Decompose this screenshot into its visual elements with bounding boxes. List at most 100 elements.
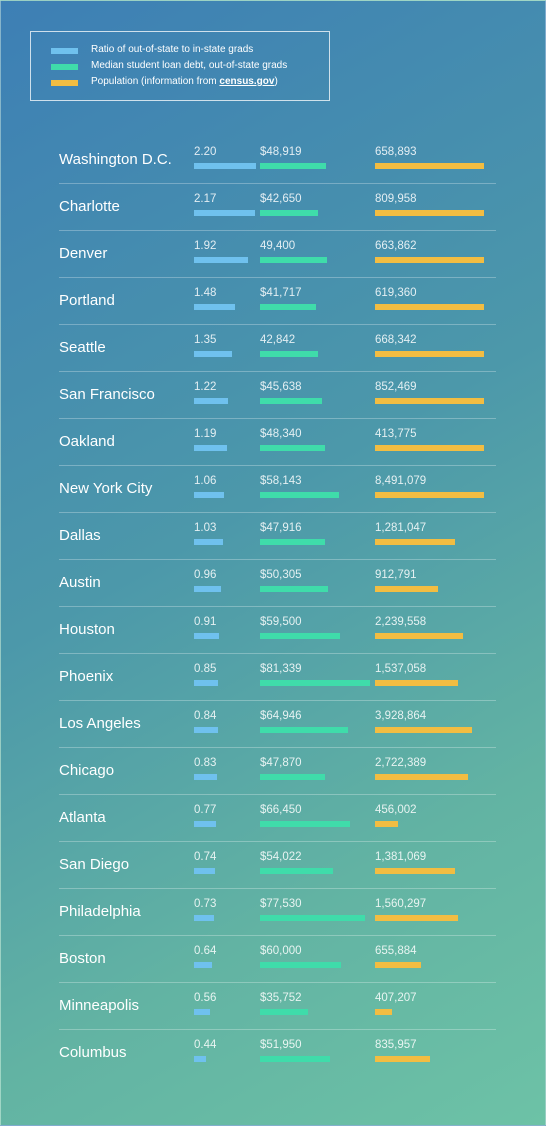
legend-label-debt: Median student loan debt, out-of-state g… xyxy=(91,60,288,71)
population-value-label: 8,491,079 xyxy=(375,475,427,487)
debt-value-label: $59,500 xyxy=(260,616,302,628)
debt-bar xyxy=(260,1056,330,1062)
ratio-bar xyxy=(194,351,232,357)
debt-value-label: $48,340 xyxy=(260,428,302,440)
debt-bar xyxy=(260,445,325,451)
row-divider xyxy=(59,888,496,889)
population-bar xyxy=(375,163,484,169)
city-label: Columbus xyxy=(59,1044,127,1061)
row-divider xyxy=(59,700,496,701)
population-value-label: 852,469 xyxy=(375,381,417,393)
population-value-label: 809,958 xyxy=(375,193,417,205)
debt-value-label: $35,752 xyxy=(260,992,302,1004)
chart-row: San Francisco 1.22 $45,638 852,469 xyxy=(1,372,546,419)
debt-value-label: $45,638 xyxy=(260,381,302,393)
ratio-bar xyxy=(194,727,218,733)
debt-value-label: $58,143 xyxy=(260,475,302,487)
population-value-label: 3,928,864 xyxy=(375,710,427,722)
row-divider xyxy=(59,982,496,983)
population-bar xyxy=(375,727,472,733)
population-bar xyxy=(375,351,484,357)
row-divider xyxy=(59,606,496,607)
population-value-label: 668,342 xyxy=(375,334,417,346)
ratio-bar xyxy=(194,210,255,216)
ratio-value-label: 1.03 xyxy=(194,522,217,534)
population-bar xyxy=(375,210,484,216)
row-divider xyxy=(59,794,496,795)
ratio-bar xyxy=(194,868,215,874)
chart-row: Seattle 1.35 42,842 668,342 xyxy=(1,325,546,372)
chart-row: Oakland 1.19 $48,340 413,775 xyxy=(1,419,546,466)
city-label: Washington D.C. xyxy=(59,151,172,168)
population-bar xyxy=(375,304,484,310)
chart-row: Minneapolis 0.56 $35,752 407,207 xyxy=(1,983,546,1030)
legend-item-debt: Median student loan debt, out-of-state g… xyxy=(51,60,321,73)
ratio-bar xyxy=(194,962,212,968)
debt-value-label: $66,450 xyxy=(260,804,302,816)
debt-value-label: $47,916 xyxy=(260,522,302,534)
city-label: San Francisco xyxy=(59,386,155,403)
population-value-label: 407,207 xyxy=(375,992,417,1004)
ratio-value-label: 0.96 xyxy=(194,569,217,581)
debt-value-label: $47,870 xyxy=(260,757,302,769)
ratio-value-label: 0.85 xyxy=(194,663,217,675)
city-label: Los Angeles xyxy=(59,715,141,732)
population-value-label: 658,893 xyxy=(375,146,417,158)
population-value-label: 912,791 xyxy=(375,569,417,581)
legend: Ratio of out-of-state to in-state grads … xyxy=(30,31,330,101)
population-bar xyxy=(375,445,484,451)
population-bar xyxy=(375,915,458,921)
debt-bar xyxy=(260,163,326,169)
debt-bar xyxy=(260,257,327,263)
city-label: Atlanta xyxy=(59,809,106,826)
legend-label-ratio: Ratio of out-of-state to in-state grads xyxy=(91,44,254,55)
population-bar xyxy=(375,680,458,686)
row-divider xyxy=(59,747,496,748)
debt-value-label: $64,946 xyxy=(260,710,302,722)
city-label: San Diego xyxy=(59,856,130,873)
legend-swatch-ratio xyxy=(51,48,78,54)
debt-bar xyxy=(260,351,318,357)
debt-bar xyxy=(260,398,322,404)
debt-bar xyxy=(260,962,341,968)
ratio-bar xyxy=(194,163,256,169)
legend-label-population-prefix: Population (information from xyxy=(91,76,220,87)
ratio-value-label: 2.20 xyxy=(194,146,217,158)
debt-bar xyxy=(260,1009,308,1015)
population-bar xyxy=(375,821,398,827)
population-bar xyxy=(375,398,484,404)
ratio-value-label: 1.48 xyxy=(194,287,217,299)
population-value-label: 1,281,047 xyxy=(375,522,427,534)
debt-bar xyxy=(260,586,328,592)
debt-bar xyxy=(260,727,348,733)
ratio-value-label: 1.35 xyxy=(194,334,217,346)
ratio-value-label: 0.74 xyxy=(194,851,217,863)
population-bar xyxy=(375,1009,392,1015)
debt-bar xyxy=(260,210,318,216)
city-label: Boston xyxy=(59,950,106,967)
population-value-label: 1,381,069 xyxy=(375,851,427,863)
chart-row: Portland 1.48 $41,717 619,360 xyxy=(1,278,546,325)
debt-bar xyxy=(260,680,370,686)
chart-row: San Diego 0.74 $54,022 1,381,069 xyxy=(1,842,546,889)
ratio-value-label: 1.92 xyxy=(194,240,217,252)
chart-row: Columbus 0.44 $51,950 835,957 xyxy=(1,1030,546,1077)
ratio-value-label: 0.84 xyxy=(194,710,217,722)
debt-value-label: $51,950 xyxy=(260,1039,302,1051)
row-divider xyxy=(59,277,496,278)
legend-swatch-debt xyxy=(51,64,78,70)
population-value-label: 835,957 xyxy=(375,1039,417,1051)
population-bar xyxy=(375,586,438,592)
legend-item-ratio: Ratio of out-of-state to in-state grads xyxy=(51,44,321,57)
legend-swatch-population xyxy=(51,80,78,86)
ratio-value-label: 0.56 xyxy=(194,992,217,1004)
population-value-label: 2,239,558 xyxy=(375,616,427,628)
chart-row: Boston 0.64 $60,000 655,884 xyxy=(1,936,546,983)
ratio-bar xyxy=(194,821,216,827)
census-gov-link[interactable]: census.gov xyxy=(219,76,275,87)
chart-row: Atlanta 0.77 $66,450 456,002 xyxy=(1,795,546,842)
debt-value-label: $50,305 xyxy=(260,569,302,581)
ratio-bar xyxy=(194,445,227,451)
ratio-bar xyxy=(194,304,235,310)
